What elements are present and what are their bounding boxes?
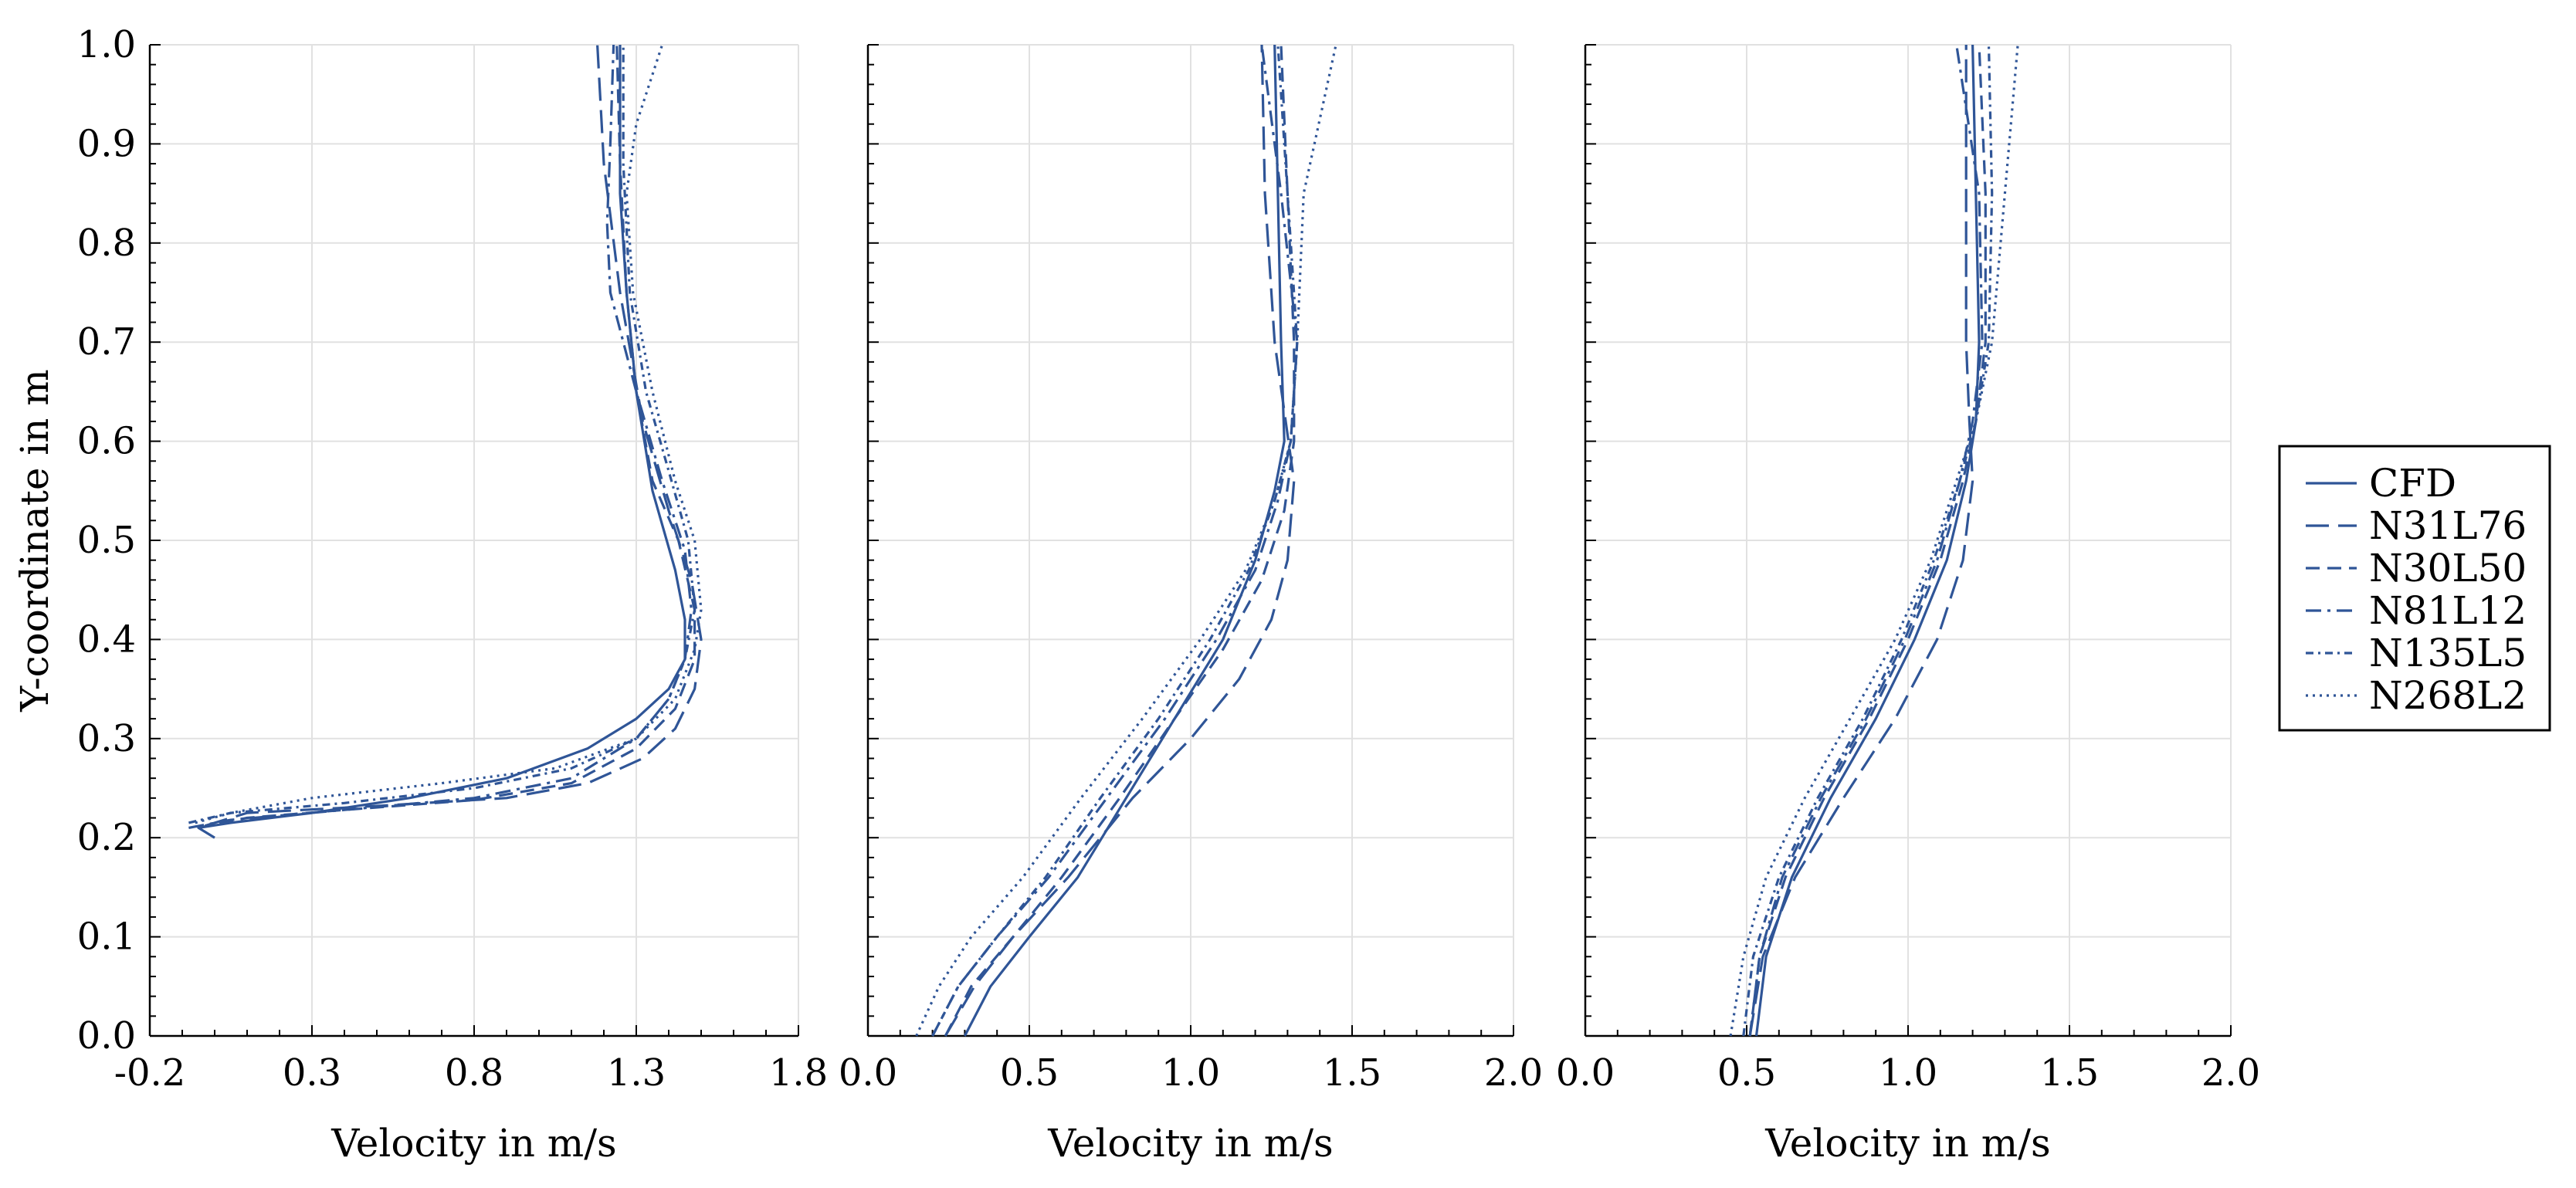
x-tick-label: 0.0 [1556,1051,1615,1095]
panel-3: 0.0 0.5 1.0 1.5 2.0 Velocity in m/s [1556,44,2260,1166]
x-tick-label: 2.0 [1484,1051,1543,1095]
series-line-n30l50 [1748,44,1987,1037]
y-tick-label: 0.1 [77,916,136,959]
x-tick-label: 1.8 [769,1051,828,1095]
series-line-n268l2 [915,44,1337,1037]
legend-label: N135L5 [2369,631,2527,675]
series-line-n268l2 [195,44,703,824]
x-tick-label: 1.0 [1879,1051,1937,1095]
series-line-n31l76 [1748,45,1974,1037]
x-tick-label: 0.0 [839,1051,897,1095]
x-tick-label: 1.3 [607,1051,666,1095]
x-tick-label: 0.3 [283,1051,341,1095]
series-line-n30l50 [198,44,697,829]
x-tick-label: 2.0 [2201,1051,2260,1095]
series-line-n81l12 [188,44,693,829]
x-tick-label: 0.5 [1000,1051,1059,1095]
y-tick-label: 0.9 [77,122,136,165]
legend-box [2278,445,2551,732]
y-tick-label: 0.6 [77,420,136,463]
y-tick-label: 1.0 [77,23,136,66]
series-line-n30l50 [944,44,1296,1037]
series-line-cfd [963,44,1286,1037]
y-tick-label: 0.8 [77,222,136,265]
legend-label: N30L50 [2369,546,2527,591]
x-tick-label: 1.5 [1323,1051,1381,1095]
legend-label: N81L12 [2369,588,2527,633]
x-tick-label: 1.5 [2040,1051,2099,1095]
legend-label: N31L76 [2369,503,2527,548]
x-tick-label: 0.5 [1717,1051,1776,1095]
series-line-n268l2 [1729,44,2019,1037]
y-tick-label: 0.0 [77,1014,136,1058]
series-line-n135l5 [188,45,697,824]
x-tick-label: 1.0 [1161,1051,1220,1095]
x-axis-title: Velocity in m/s [1047,1121,1333,1166]
series-line-cfd [1754,44,1981,1037]
y-tick-label: 0.3 [77,717,136,760]
y-tick-label: 0.4 [77,618,136,661]
series-line-n81l12 [1748,44,1984,1037]
series-line-n31l76 [204,44,703,828]
legend-label: N268L2 [2369,673,2527,718]
x-axis-title: Velocity in m/s [1764,1121,2050,1166]
y-tick-label: 0.5 [77,519,136,562]
y-tick-label: 0.2 [77,816,136,859]
series-line-n135l5 [1742,44,1994,1037]
y-tick-label: 0.7 [77,320,136,364]
x-axis-title: Velocity in m/s [330,1121,616,1166]
series-line-n135l5 [931,44,1299,1037]
panel-1: 0.0 0.1 0.2 0.3 0.4 0.5 0.6 0.7 0.8 0.9 1.0 -0.2 0.3… [12,23,828,1166]
y-axis-title: Y-coordinate in m [12,369,57,712]
panel-2: 0.0 0.5 1.0 1.5 2.0 Velocity in m/s [839,44,1543,1166]
legend-label: CFD [2369,461,2456,506]
x-tick-label: -0.2 [114,1051,186,1095]
x-tick-label: 0.8 [445,1051,503,1095]
